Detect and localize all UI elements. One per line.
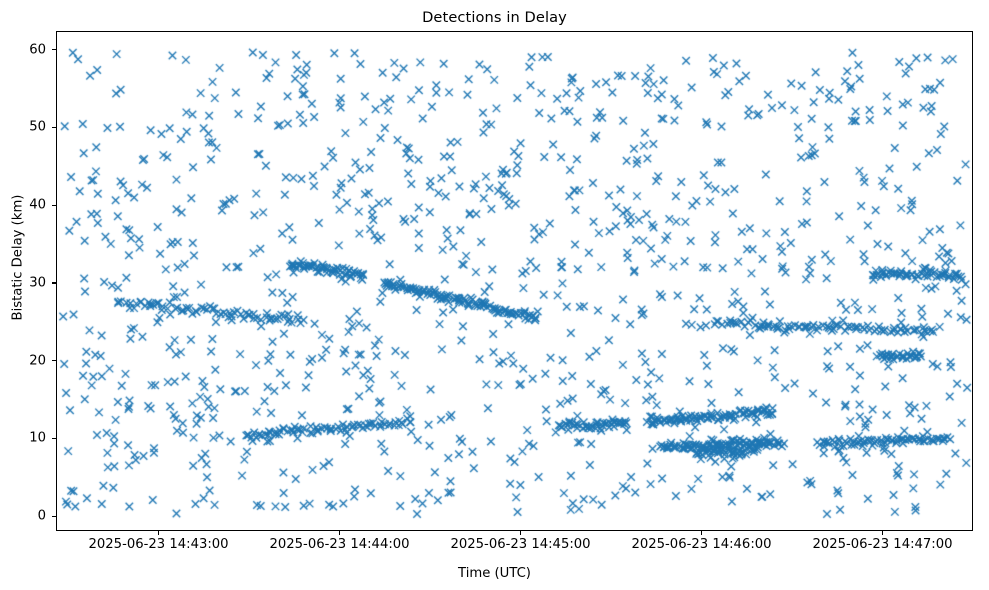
plot-axes-frame	[56, 31, 973, 531]
x-tick-mark	[158, 531, 160, 535]
x-tick-label: 2025-06-23 14:45:00	[450, 537, 591, 552]
chart-title: Detections in Delay	[422, 9, 567, 26]
y-tick-label: 60	[29, 42, 46, 58]
y-tick-mark	[52, 49, 56, 51]
x-axis-label: Time (UTC)	[458, 566, 531, 581]
x-tick-label: 2025-06-23 14:46:00	[631, 537, 772, 552]
y-tick-label: 40	[29, 197, 46, 213]
y-tick-label: 0	[37, 508, 46, 524]
y-tick-mark	[52, 437, 56, 440]
y-tick-mark	[52, 126, 56, 129]
y-tick-label: 10	[29, 430, 46, 446]
y-tick-mark	[52, 282, 56, 284]
y-axis-tick-labels: 0 10 20 30 40 50 60	[0, 0, 46, 590]
y-tick-label: 20	[29, 353, 46, 369]
x-tick-label: 2025-06-23 14:47:00	[812, 537, 953, 552]
x-tick-mark	[701, 531, 703, 535]
y-tick-mark	[52, 515, 56, 517]
y-tick-label: 50	[29, 119, 46, 135]
y-tick-mark	[52, 360, 56, 362]
x-tick-label: 2025-06-23 14:44:00	[269, 537, 410, 552]
x-tick-mark	[520, 531, 522, 535]
x-tick-mark	[339, 531, 341, 535]
y-tick-mark	[52, 204, 56, 206]
y-tick-label: 30	[29, 275, 46, 291]
x-tick-mark	[882, 531, 884, 535]
scatter-plot-canvas	[57, 32, 972, 530]
x-tick-label: 2025-06-23 14:43:00	[88, 537, 229, 552]
